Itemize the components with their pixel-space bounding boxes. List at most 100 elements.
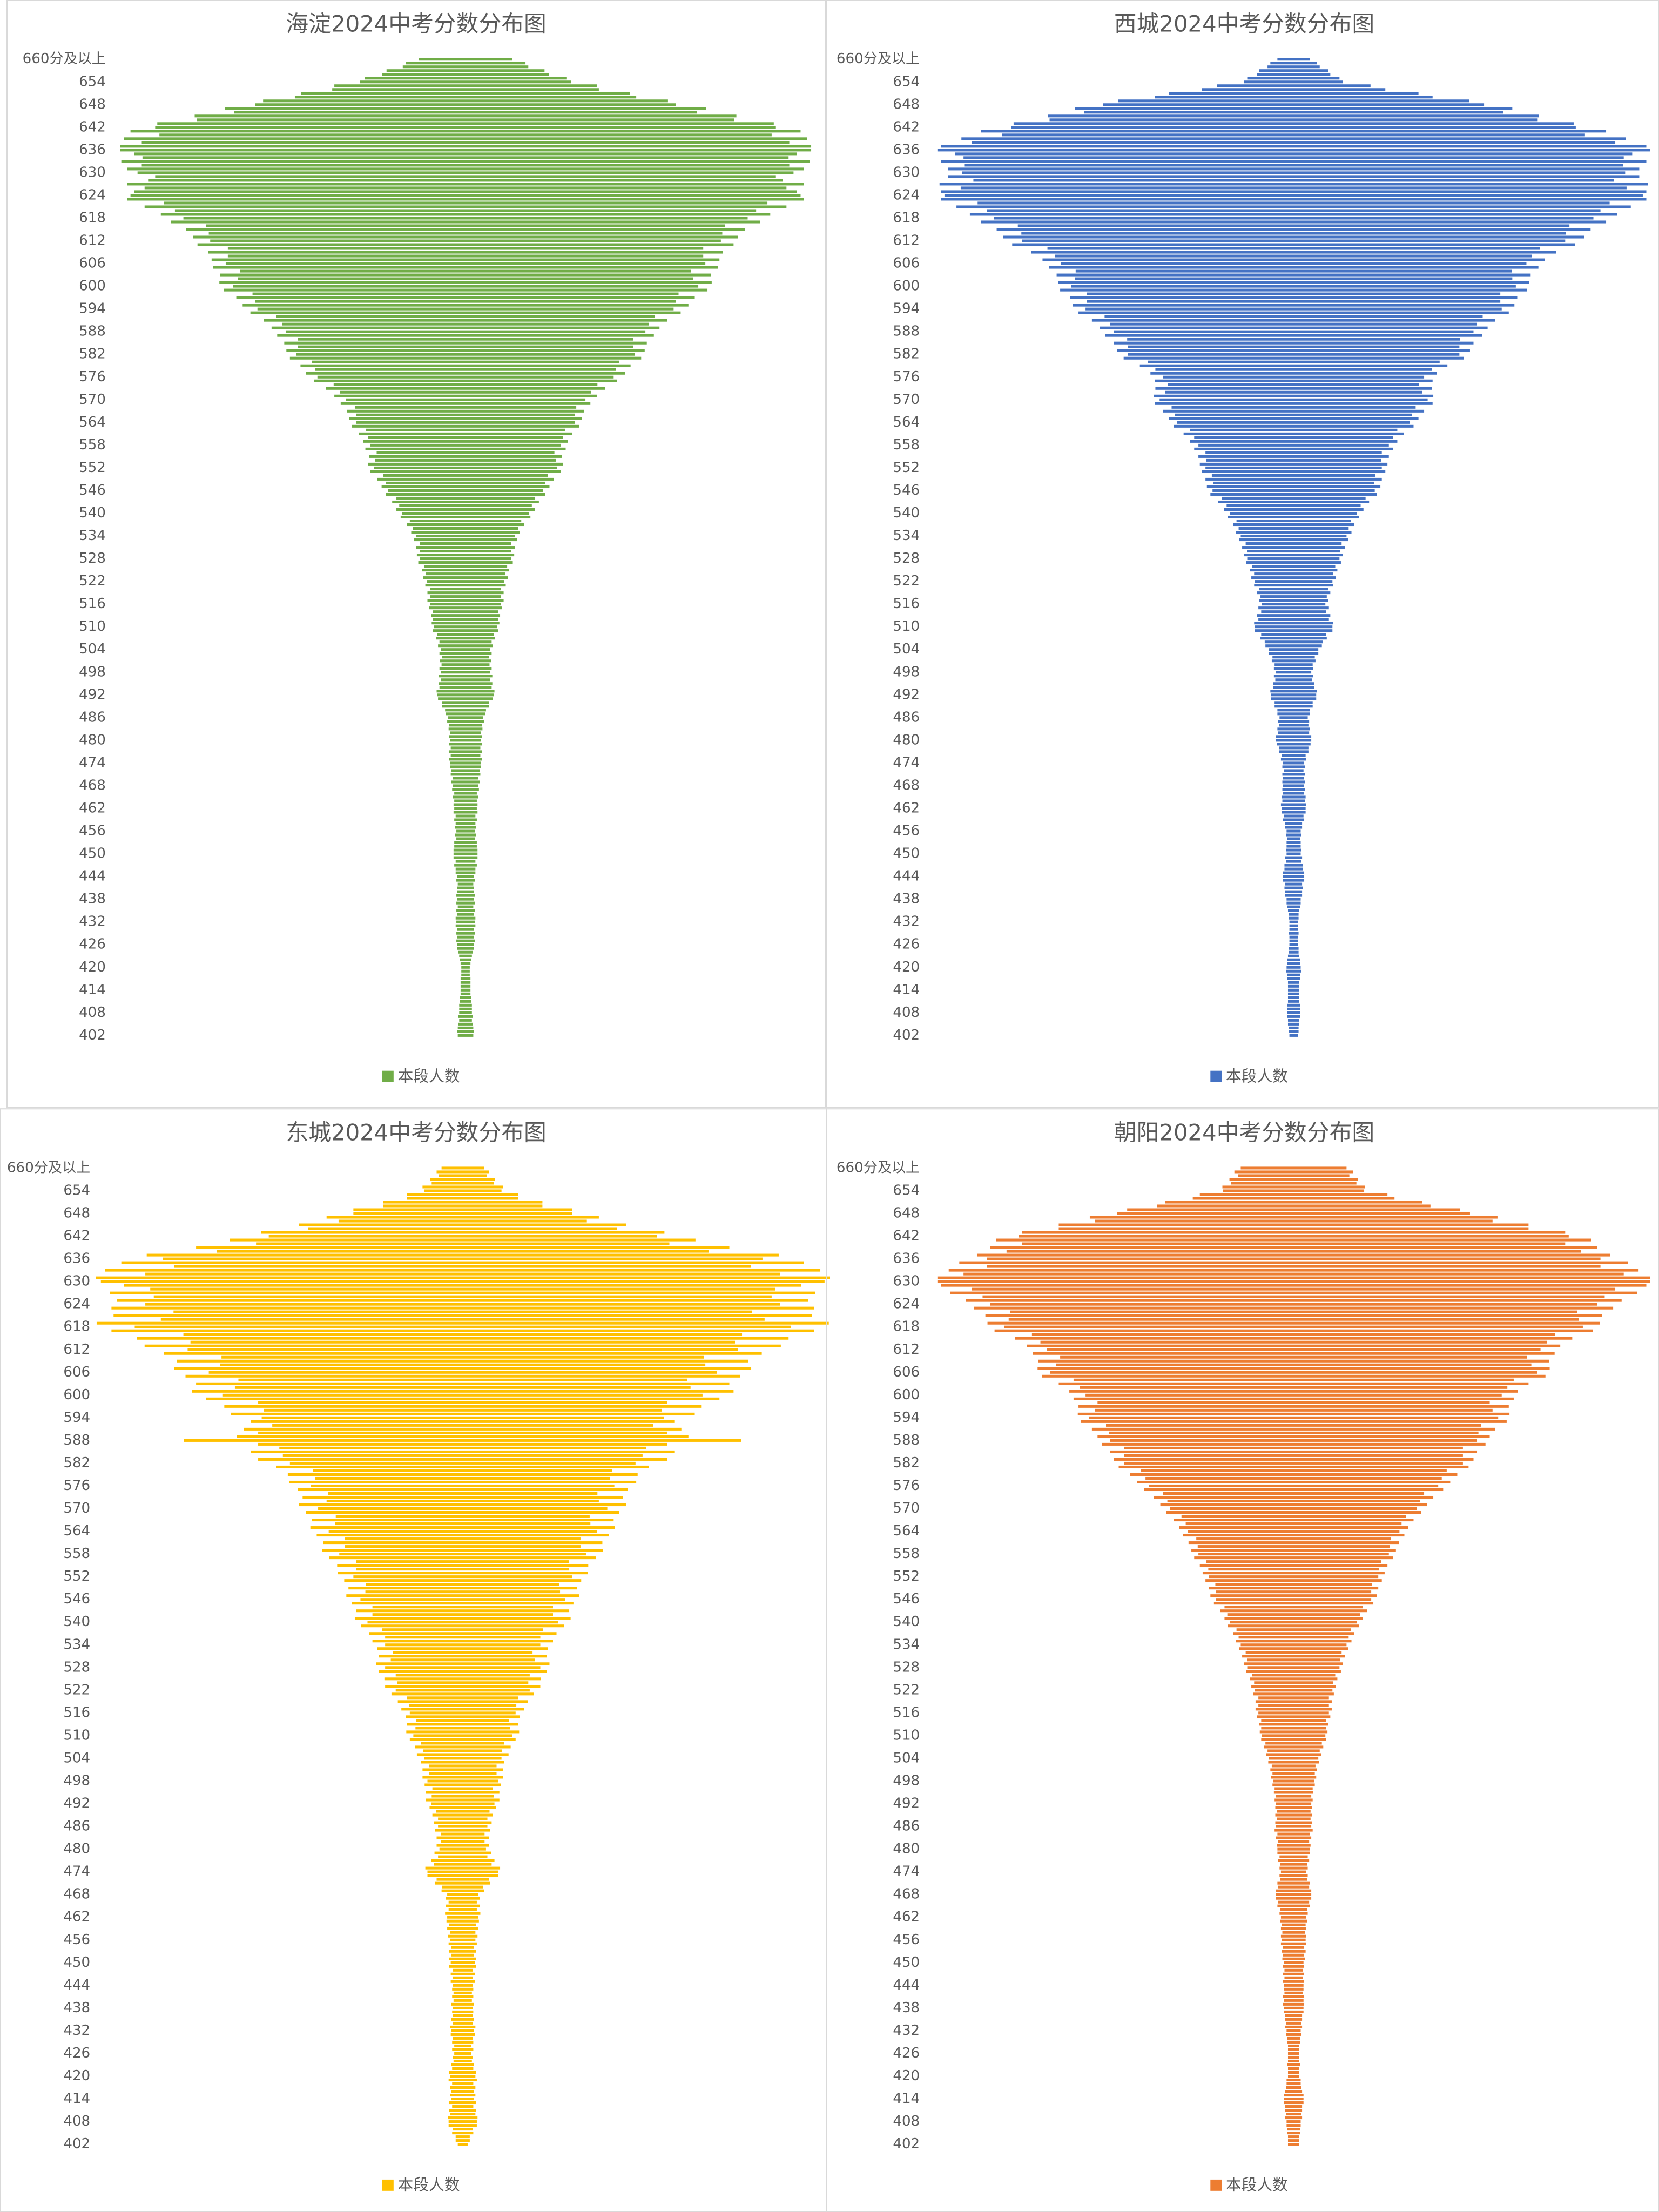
bar	[1181, 1515, 1406, 1518]
bar	[130, 130, 801, 133]
bar	[1265, 644, 1322, 648]
bar	[1289, 1026, 1299, 1029]
bar	[436, 1836, 489, 1839]
bar	[1285, 856, 1303, 859]
bar	[1287, 2063, 1300, 2066]
bar	[1277, 1851, 1310, 1854]
bar	[460, 992, 471, 995]
bar	[1075, 107, 1513, 110]
bar	[1271, 659, 1316, 663]
y-tick-label: 582	[893, 346, 920, 362]
bar	[431, 1802, 495, 1805]
bar	[433, 610, 498, 613]
bar	[440, 659, 491, 663]
y-tick-label: 546	[63, 1591, 90, 1607]
bar	[206, 224, 725, 227]
bar	[1283, 1965, 1305, 1968]
bar	[271, 326, 660, 329]
bar	[390, 1658, 535, 1662]
bar	[427, 1874, 498, 1877]
bar	[1085, 307, 1502, 311]
bar	[219, 281, 712, 284]
bar	[1282, 754, 1306, 757]
y-tick-label: 660分及以上	[837, 1159, 920, 1176]
bar	[1084, 111, 1503, 114]
bar	[416, 1753, 509, 1756]
bar	[1198, 1553, 1389, 1556]
bar	[1202, 88, 1386, 91]
bar	[251, 1450, 675, 1453]
bar	[1287, 2132, 1300, 2135]
bar	[1231, 1182, 1357, 1185]
bar	[438, 1855, 488, 1858]
bar	[1271, 1776, 1317, 1779]
bar	[1280, 1942, 1306, 1945]
y-tick-label: 414	[63, 2090, 90, 2107]
bar	[416, 535, 515, 538]
bar	[1262, 1734, 1326, 1737]
bar	[456, 901, 475, 905]
bar	[1271, 693, 1317, 697]
bar	[1192, 1197, 1395, 1200]
bar	[1282, 795, 1306, 799]
bar	[436, 690, 495, 693]
y-tick-label: 408	[893, 2113, 920, 2129]
y-tick-label: 552	[63, 1568, 90, 1584]
bar	[1259, 1730, 1328, 1734]
bar	[1236, 1628, 1351, 1631]
bar	[272, 1424, 653, 1427]
bar	[941, 1284, 1647, 1287]
bar	[450, 1938, 476, 1941]
y-tick-label: 522	[79, 573, 106, 589]
bar	[456, 879, 475, 882]
bar	[264, 1408, 662, 1412]
bar	[234, 111, 697, 114]
bar	[1210, 1594, 1377, 1597]
bar	[1227, 1613, 1360, 1616]
bar	[1058, 281, 1529, 284]
bar	[955, 152, 1633, 156]
bar	[1265, 1742, 1322, 1745]
bar	[1127, 338, 1460, 341]
y-tick-label: 444	[893, 868, 920, 885]
bar	[416, 1719, 510, 1722]
bar	[1260, 595, 1327, 598]
bar	[1261, 610, 1326, 613]
bar	[1154, 394, 1434, 397]
bar	[298, 345, 633, 348]
bar	[208, 251, 723, 254]
bar	[1285, 2018, 1303, 2021]
bar	[1286, 845, 1301, 848]
bar	[439, 675, 493, 678]
bar	[457, 935, 474, 939]
panel-border	[826, 0, 1659, 1108]
bar	[447, 720, 484, 723]
bar	[420, 550, 511, 553]
bar	[948, 167, 1640, 171]
bar	[1269, 652, 1319, 655]
bar	[1145, 1476, 1442, 1480]
bar	[406, 62, 526, 65]
bar	[430, 1178, 495, 1181]
bar	[450, 731, 481, 734]
bar	[397, 1700, 528, 1703]
bar	[251, 1420, 675, 1423]
bar	[450, 1931, 476, 1934]
y-tick-label: 516	[893, 1704, 920, 1721]
bar	[455, 924, 476, 927]
bar	[1284, 2006, 1304, 2009]
bar	[433, 618, 498, 621]
y-tick-label: 408	[79, 1004, 106, 1021]
bar	[1166, 1511, 1421, 1514]
bar	[1287, 2067, 1299, 2071]
bar	[449, 1923, 476, 1926]
bar	[448, 716, 483, 719]
bar	[1240, 1643, 1347, 1647]
bar	[1110, 1450, 1478, 1453]
bar	[1286, 898, 1301, 901]
bar	[1261, 1719, 1326, 1722]
bar	[1276, 739, 1312, 742]
bar	[1006, 1250, 1581, 1253]
y-tick-label: 570	[893, 1500, 920, 1516]
bar	[406, 1730, 520, 1734]
